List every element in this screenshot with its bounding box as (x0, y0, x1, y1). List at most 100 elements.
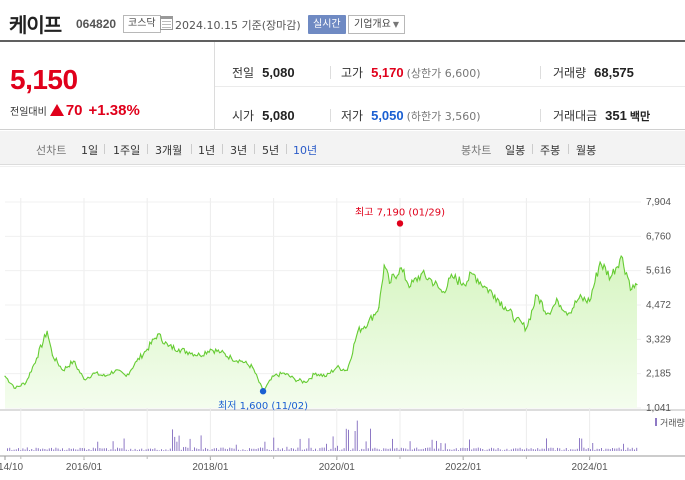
volume-bar (79, 447, 81, 451)
amount-unit: 백만 (629, 110, 651, 123)
candle-daily[interactable]: 일봉 (505, 144, 526, 157)
price-chart[interactable]: 7,904 6,760 5,616 4,472 3,329 2,185 1,041 최고 7,… (0, 166, 685, 480)
y-tick-label: 5,616 (646, 266, 671, 277)
volume-bar (119, 448, 121, 451)
price-point (294, 378, 296, 380)
volume-bar (62, 448, 63, 451)
volume-bar (229, 447, 231, 451)
volume-bar (209, 450, 211, 451)
volume-bar (502, 450, 503, 451)
price-point (383, 264, 385, 266)
volume-bar (185, 446, 187, 451)
volume-bar (110, 449, 112, 451)
volume-bar (53, 449, 55, 451)
price-point (494, 294, 496, 296)
volume-bar (462, 447, 464, 451)
price-point (420, 273, 422, 275)
volume-bar (568, 450, 569, 451)
volume-legend-swatch (655, 418, 657, 426)
volume-bar (163, 450, 165, 451)
volume-bar (339, 450, 341, 451)
volume-bar (275, 450, 277, 451)
company-overview-dropdown[interactable]: 기업개요 ▼ (348, 15, 405, 34)
volume-bar (537, 448, 539, 451)
price-point (525, 327, 528, 329)
volume-bar (407, 449, 409, 451)
volume-bar (460, 448, 462, 451)
volume-bar (24, 449, 26, 451)
x-tick-label: 2018/01 (192, 462, 229, 473)
volume-bar (202, 449, 204, 451)
price-point (452, 276, 454, 278)
volume-bar (596, 448, 598, 451)
price-point (157, 333, 159, 335)
upper-limit: (상한가 6,600) (406, 67, 481, 80)
volume-bar (405, 448, 407, 451)
volume-bar (86, 449, 88, 451)
volume-bar (572, 449, 574, 451)
price-point (610, 276, 612, 278)
volume-bar (180, 449, 182, 451)
volume-bar (532, 449, 534, 451)
volume-bar (345, 428, 347, 451)
volume-bar (396, 447, 398, 451)
x-tick-label: 2024/01 (572, 462, 609, 473)
volume-legend-label: 거래량 (660, 417, 685, 429)
cell-divider (330, 66, 331, 79)
volume-bar (75, 449, 77, 451)
volume-bar (422, 448, 424, 451)
volume-bar (189, 438, 191, 451)
volume-bar (356, 420, 358, 451)
price-point (546, 312, 549, 314)
volume-bar (196, 448, 198, 451)
period-3y[interactable]: 3년 (230, 144, 248, 157)
volume-bar (473, 448, 475, 451)
volume-bar (491, 447, 492, 451)
price-point (209, 348, 211, 350)
chevron-down-icon: ▼ (392, 20, 399, 29)
price-point (125, 375, 127, 377)
price-point (399, 267, 401, 269)
period-divider (104, 144, 105, 154)
volume-bar (198, 449, 200, 451)
candle-monthly[interactable]: 월봉 (576, 144, 597, 157)
price-point (367, 321, 369, 323)
price-point (431, 279, 433, 281)
period-10y[interactable]: 10년 (293, 144, 318, 157)
volume-bar (178, 435, 180, 451)
volume-bar (271, 450, 272, 451)
period-5y[interactable]: 5년 (262, 144, 280, 157)
period-1y[interactable]: 1년 (198, 144, 216, 157)
volume-bar (631, 447, 633, 451)
volume-bar (68, 448, 70, 451)
prev-close-value: 5,080 (262, 65, 295, 80)
period-1w[interactable]: 1주일 (113, 144, 141, 157)
volume-bar (238, 449, 239, 451)
volume-bar (266, 449, 268, 451)
volume-bar (46, 449, 48, 451)
volume-bar (398, 449, 400, 451)
volume-bar (297, 447, 299, 451)
volume-bar (11, 450, 13, 451)
period-1d[interactable]: 1일 (81, 144, 99, 157)
volume-bar (174, 436, 176, 451)
volume-bar (466, 448, 468, 451)
price-point (72, 360, 75, 362)
volume-bar (172, 429, 173, 451)
volume-bar (526, 448, 528, 451)
volume-bar (400, 447, 402, 451)
realtime-button[interactable]: 실시간 (308, 15, 346, 34)
candle-weekly[interactable]: 주봉 (540, 144, 561, 157)
volume-bar (634, 449, 635, 451)
volume-bar (279, 449, 281, 451)
price-area-fill (5, 256, 637, 408)
price-point (199, 354, 201, 356)
volume-bar (477, 447, 479, 451)
volume-bar (603, 450, 605, 451)
volume-bar (453, 449, 455, 451)
volume-label: 거래량 (553, 66, 587, 80)
price-point (46, 330, 48, 332)
volume-bar (497, 448, 499, 451)
volume-bar (22, 448, 24, 451)
period-3m[interactable]: 3개월 (155, 144, 183, 157)
